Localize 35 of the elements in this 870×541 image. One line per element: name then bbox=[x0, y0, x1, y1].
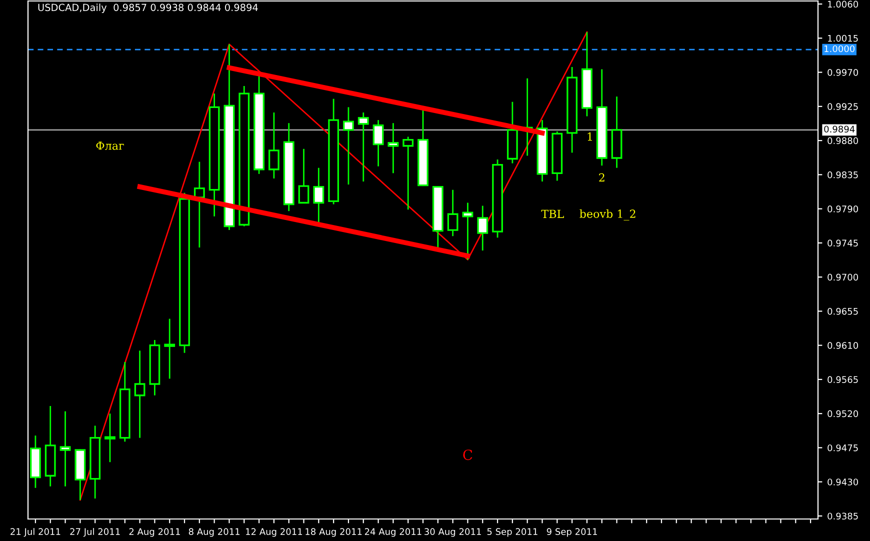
annotation: beovb 1_2 bbox=[580, 209, 636, 220]
annotation: Флаг bbox=[96, 142, 124, 150]
text: 0.9880 bbox=[828, 137, 858, 144]
text: 1.0060 bbox=[828, 0, 858, 8]
ref-line-label: 1.0000 bbox=[824, 45, 855, 52]
text: 0.9475 bbox=[828, 444, 858, 452]
text: 0.9970 bbox=[828, 69, 858, 76]
ref-line-label: 0.9894 bbox=[824, 126, 855, 133]
text: 0.9925 bbox=[828, 103, 858, 110]
text: 0.9835 bbox=[828, 171, 858, 178]
annotation: TBL bbox=[541, 210, 564, 218]
text: 0.9430 bbox=[828, 478, 858, 486]
text: 0.9655 bbox=[828, 308, 858, 315]
x-tick-label: 30 Aug 2011 bbox=[424, 528, 481, 537]
x-tick-label: 9 Sep 2011 bbox=[546, 528, 597, 537]
x-tick-label: 27 Jul 2011 bbox=[70, 528, 120, 537]
text: 1.0015 bbox=[828, 34, 858, 42]
text: 0.9565 bbox=[828, 376, 858, 384]
annotation: 2 bbox=[599, 173, 604, 182]
x-tick-label: 24 Aug 2011 bbox=[364, 528, 422, 537]
x-tick-label: 8 Aug 2011 bbox=[188, 528, 240, 537]
x-tick-label: 2 Aug 2011 bbox=[129, 528, 180, 537]
annotation: 1 bbox=[588, 132, 592, 141]
annotation: C bbox=[463, 450, 472, 460]
text: 0.9520 bbox=[828, 410, 858, 418]
x-tick-label: 12 Aug 2011 bbox=[246, 528, 302, 537]
text: 0.9745 bbox=[828, 240, 858, 246]
text: 0.9610 bbox=[828, 342, 858, 349]
text: 0.9700 bbox=[828, 274, 858, 281]
x-tick-label: 18 Aug 2011 bbox=[306, 528, 362, 537]
x-tick-label: 21 Jul 2011 bbox=[10, 528, 60, 537]
chart-title: USDCAD,Daily 0.9857 0.9938 0.9844 0.9894 bbox=[38, 4, 258, 13]
x-tick-label: 5 Sep 2011 bbox=[487, 528, 538, 537]
text: 0.9790 bbox=[828, 206, 858, 212]
text: 0.9385 bbox=[828, 512, 858, 520]
